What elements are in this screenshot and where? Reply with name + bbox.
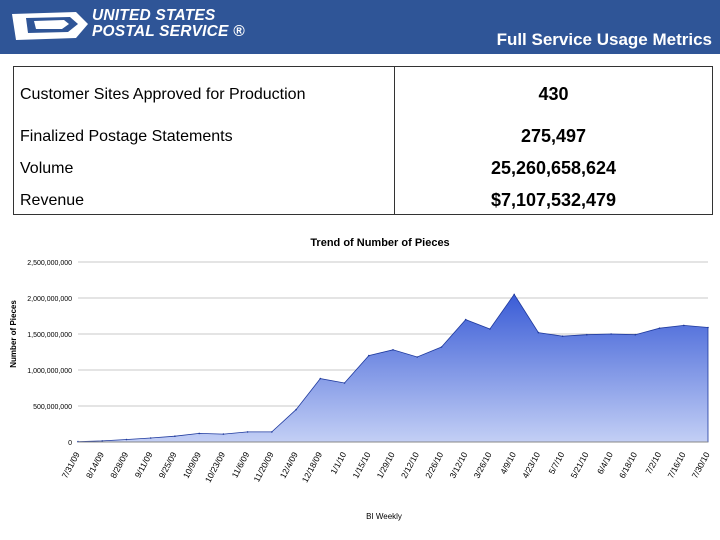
data-point: [658, 327, 661, 329]
logo-wordmark: UNITED STATES POSTAL SERVICE ®: [92, 8, 245, 40]
x-tick-label: 3/26/10: [472, 450, 494, 480]
area-series: [77, 293, 709, 443]
x-tick-label: 1/29/10: [375, 450, 397, 480]
chart-title: Trend of Number of Pieces: [310, 237, 449, 249]
data-point: [198, 432, 200, 435]
y-tick-label: 500,000,000: [33, 404, 72, 411]
x-tick-label: 11/20/09: [251, 450, 275, 484]
metric-value: 25,260,658,624: [490, 158, 617, 178]
y-tick-label: 1,500,000,000: [27, 332, 72, 339]
logo-line-1: UNITED STATES: [92, 7, 216, 24]
data-point: [561, 335, 564, 337]
y-tick-labels: 0 500,000,000 1,000,000,000 1,500,000,000 2,…: [27, 260, 72, 447]
x-axis-title: BI Weekly: [366, 512, 402, 521]
data-point: [416, 356, 419, 358]
metric-label: Volume: [20, 160, 74, 177]
x-tick-label: 4/23/10: [520, 450, 542, 480]
y-axis-title: Number of Pieces: [9, 300, 18, 368]
metric-value: $7,107,532,479: [490, 190, 617, 210]
data-point: [634, 333, 637, 336]
data-point: [586, 333, 588, 336]
metric-value: 275,497: [520, 126, 587, 146]
y-tick-label: 2,500,000,000: [27, 260, 72, 267]
x-tick-labels: 7/31/09 8/14/09 8/28/09 9/11/09 9/25/09 10/9/…: [60, 450, 712, 484]
metric-label: Customer Sites Approved for Production: [20, 86, 306, 103]
x-tick-label: 5/7/10: [546, 450, 566, 476]
x-tick-label: 10/23/09: [203, 450, 227, 484]
data-point: [246, 431, 249, 433]
metric-value: 430: [538, 84, 569, 104]
x-tick-label: 9/25/09: [157, 450, 179, 480]
x-tick-label: 8/14/09: [84, 450, 106, 480]
x-tick-label: 5/21/10: [568, 450, 590, 480]
data-point: [319, 377, 322, 380]
column-divider: [394, 67, 395, 214]
metric-label: Revenue: [20, 192, 85, 209]
data-point: [101, 440, 103, 442]
metric-row-revenue: Revenue $7,107,532,479: [14, 190, 712, 216]
x-tick-label: 2/12/10: [399, 450, 421, 480]
y-tick-label: 0: [68, 440, 72, 447]
data-point: [610, 333, 612, 335]
metrics-table: Customer Sites Approved for Production 4…: [13, 66, 713, 215]
y-tick-label: 1,000,000,000: [27, 368, 72, 375]
x-tick-label: 1/15/10: [350, 450, 372, 480]
metric-row-sites: Customer Sites Approved for Production 4…: [14, 84, 712, 110]
page-title: Full Service Usage Metrics: [496, 30, 712, 49]
x-tick-label: 1/1/10: [328, 450, 348, 476]
data-point: [464, 318, 467, 321]
x-tick-label: 6/18/10: [617, 450, 639, 480]
x-tick-label: 10/9/09: [181, 450, 203, 480]
x-tick-label: 3/12/10: [447, 450, 469, 480]
pieces-area: [77, 293, 709, 443]
data-point: [149, 437, 152, 439]
data-point: [271, 431, 273, 433]
x-tick-label: 7/2/10: [643, 450, 663, 476]
logo-line-2: POSTAL SERVICE ®: [92, 23, 245, 40]
usps-eagle-logo: [12, 12, 88, 40]
x-tick-label: 11/6/09: [230, 450, 252, 479]
data-point: [343, 382, 346, 384]
x-tick-label: 7/16/10: [665, 450, 687, 480]
data-point: [174, 435, 176, 437]
data-point: [683, 324, 685, 327]
y-tick-label: 2,000,000,000: [27, 296, 72, 303]
x-tick-label: 9/11/09: [133, 450, 155, 479]
x-tick-label: 12/4/09: [278, 450, 300, 480]
data-point: [489, 328, 491, 330]
x-tick-label: 2/26/10: [423, 450, 445, 480]
x-tick-label: 8/28/09: [108, 450, 130, 480]
data-point: [295, 408, 297, 411]
x-tick-label: 7/31/09: [60, 450, 82, 480]
metric-row-statements: Finalized Postage Statements 275,497: [14, 126, 712, 152]
header-banner: UNITED STATES POSTAL SERVICE ® Full Serv…: [0, 0, 720, 54]
data-point: [513, 293, 515, 296]
data-point: [368, 354, 370, 357]
pieces-trend-chart: Trend of Number of Pieces BI Weekly Numb…: [9, 237, 712, 521]
data-point: [537, 331, 540, 334]
x-tick-label: 7/30/10: [690, 450, 712, 480]
x-tick-label: 12/18/09: [300, 450, 324, 484]
metric-label: Finalized Postage Statements: [20, 128, 233, 145]
metric-row-volume: Volume 25,260,658,624: [14, 158, 712, 184]
data-point: [222, 433, 225, 435]
data-point: [125, 438, 128, 441]
data-point: [440, 346, 443, 348]
x-tick-label: 6/4/10: [595, 450, 615, 476]
data-point: [392, 349, 394, 351]
x-tick-label: 4/9/10: [498, 450, 518, 476]
data-point: [707, 326, 709, 329]
